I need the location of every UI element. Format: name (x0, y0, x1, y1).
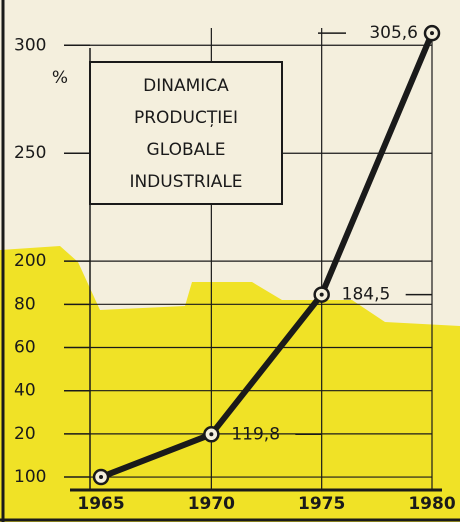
data-label: 119,8 (231, 424, 280, 444)
y-tick-label: 250 (14, 143, 46, 163)
x-tick-label: 1970 (188, 494, 235, 514)
yellow-field (0, 246, 460, 522)
title-line: PRODUCȚIEI (134, 108, 238, 128)
data-label: 305,6 (369, 23, 418, 43)
data-point-dot (319, 292, 324, 297)
title-line: GLOBALE (147, 140, 226, 160)
y-tick-label: 100 (14, 467, 46, 487)
y-tick-label: 40 (14, 381, 36, 401)
data-point-dot (99, 475, 104, 480)
data-point-dot (430, 31, 434, 36)
data-label: 184,5 (342, 285, 391, 305)
y-tick-label: 200 (14, 251, 46, 271)
data-line (99, 32, 435, 480)
y-unit: % (52, 68, 68, 88)
title-line: DINAMICA (143, 76, 229, 96)
y-tick-label: 60 (14, 338, 36, 358)
data-point-dot (209, 432, 214, 437)
x-tick-label: 1965 (77, 494, 124, 514)
title-line: INDUSTRIALE (129, 172, 242, 192)
title-box (89, 61, 283, 205)
y-tick-label: 20 (14, 424, 36, 444)
x-tick-label: 1975 (298, 494, 345, 514)
y-tick-label: 80 (14, 294, 36, 314)
x-tick-label: 1980 (408, 494, 455, 514)
y-tick-label: 300 (14, 35, 46, 55)
